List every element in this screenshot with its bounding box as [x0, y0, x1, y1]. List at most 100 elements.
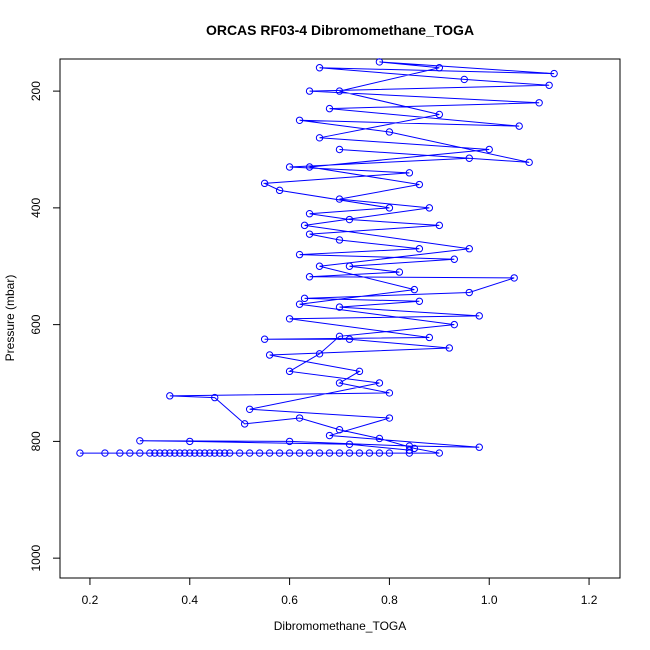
data-point	[275, 449, 284, 457]
data-point	[315, 350, 324, 358]
data-point	[345, 440, 354, 449]
data-point	[385, 414, 394, 422]
data-point	[475, 312, 483, 320]
data-point	[186, 437, 194, 446]
data-point	[295, 449, 304, 457]
data-point	[325, 104, 334, 113]
data-point	[460, 75, 468, 84]
data-point	[245, 405, 254, 413]
data-point	[335, 379, 344, 387]
data-point	[425, 204, 434, 212]
data-point	[295, 414, 304, 422]
data-point	[156, 449, 164, 457]
data-point	[435, 64, 444, 72]
data-point	[265, 449, 274, 457]
data-point	[325, 431, 334, 440]
x-axis-label: Dibromomethane_TOGA	[274, 619, 407, 633]
data-point	[305, 230, 314, 238]
data-point	[435, 221, 444, 230]
data-point	[415, 297, 424, 305]
data-point	[151, 449, 159, 457]
data-point	[335, 145, 344, 154]
data-point	[285, 449, 294, 457]
data-point	[435, 110, 444, 119]
chart-title: ORCAS RF03-4 Dibromomethane_TOGA	[206, 22, 474, 38]
data-point	[211, 393, 219, 402]
data-point	[260, 179, 269, 188]
x-tick-label: 1.0	[481, 593, 498, 607]
x-tick-label: 0.4	[181, 593, 198, 607]
data-point	[240, 420, 249, 428]
data-point	[345, 215, 354, 224]
data-point	[335, 236, 344, 244]
data-point	[375, 434, 384, 443]
data-point	[305, 449, 314, 457]
data-point	[196, 449, 204, 457]
data-point	[550, 69, 558, 78]
plot-frame	[59, 58, 621, 579]
data-point	[405, 449, 414, 457]
data-point	[315, 64, 324, 72]
data-point	[465, 288, 473, 297]
x-tick-label: 0.2	[82, 593, 99, 607]
data-point	[345, 449, 354, 457]
data-point	[365, 449, 374, 457]
data-point	[375, 58, 384, 66]
data-point	[275, 186, 284, 195]
data-point	[335, 449, 344, 457]
y-tick-label: 600	[29, 314, 43, 334]
data-point	[201, 449, 209, 457]
data-point	[435, 449, 444, 457]
data-point	[425, 333, 434, 342]
data-point	[385, 449, 394, 457]
data-point	[211, 449, 219, 457]
data-point	[485, 145, 493, 154]
data-point	[245, 449, 254, 457]
data-point	[300, 221, 309, 230]
data-point	[176, 449, 184, 457]
data-point	[545, 81, 553, 89]
data-point	[285, 163, 294, 171]
data-point	[216, 449, 224, 457]
data-point	[300, 294, 309, 303]
data-point	[255, 449, 264, 457]
data-point	[295, 300, 304, 308]
data-point	[235, 449, 244, 457]
data-point	[385, 389, 394, 397]
data-point	[335, 426, 344, 434]
data-point	[405, 442, 414, 450]
data-point	[126, 449, 134, 457]
data-point	[335, 87, 344, 95]
data-point	[410, 285, 419, 294]
y-tick-label: 400	[29, 198, 43, 218]
data-point	[445, 344, 454, 352]
data-point	[515, 122, 523, 130]
data-point	[166, 392, 174, 400]
data-point	[225, 449, 234, 457]
data-point	[136, 449, 144, 457]
data-point	[206, 449, 214, 457]
data-point	[76, 449, 84, 457]
data-point	[285, 315, 294, 323]
data-point	[136, 437, 144, 445]
data-point	[325, 449, 334, 457]
data-point	[166, 449, 174, 457]
data-point	[260, 335, 269, 343]
data-point	[355, 449, 364, 457]
data-point	[535, 99, 543, 107]
data-point	[415, 180, 424, 189]
data-point	[315, 262, 324, 270]
data-point	[146, 449, 154, 457]
data-point	[375, 449, 384, 457]
data-point	[395, 268, 404, 276]
data-point	[315, 449, 324, 457]
data-point	[171, 449, 179, 457]
data-point	[415, 245, 424, 253]
data-point	[305, 210, 314, 218]
data-point	[375, 379, 384, 387]
data-point	[385, 204, 394, 212]
data-point	[450, 255, 458, 263]
x-tick-label: 1.2	[581, 593, 598, 607]
